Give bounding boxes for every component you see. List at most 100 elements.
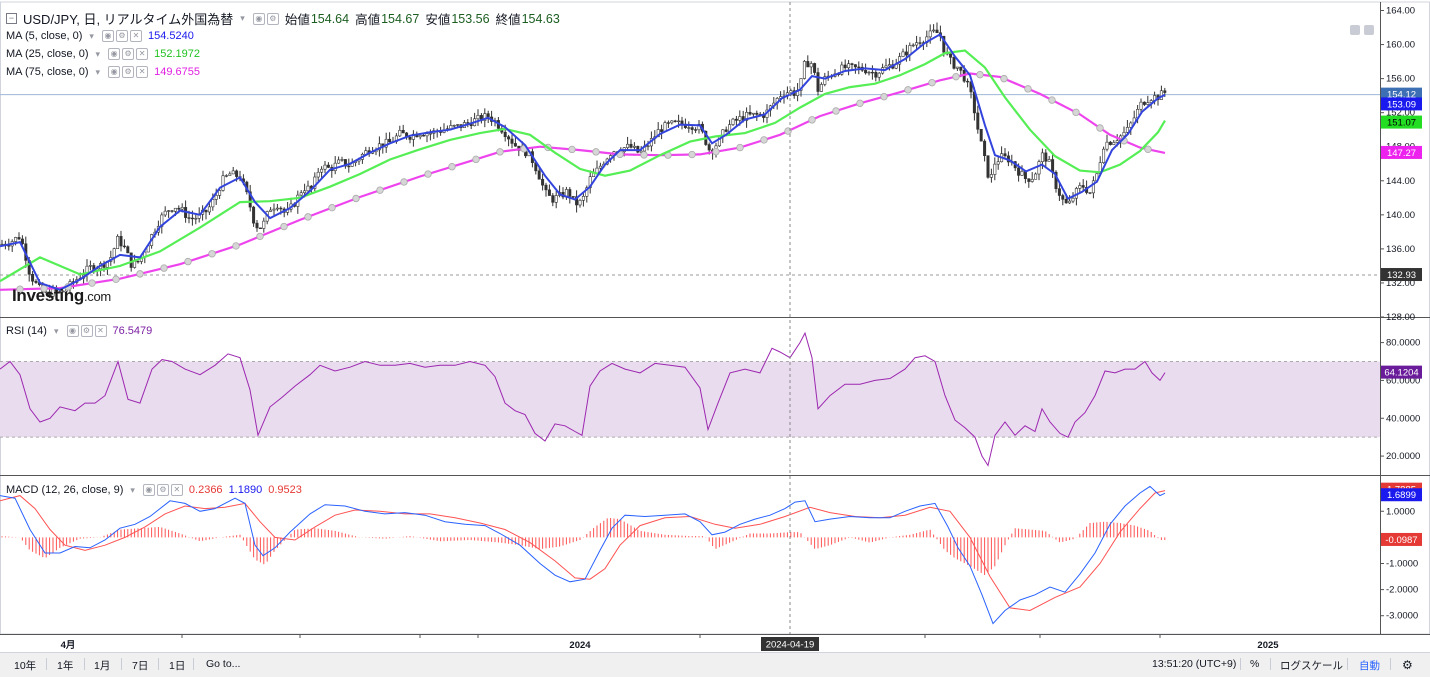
percent-toggle[interactable]: % [1250,658,1260,670]
chevron-down-icon[interactable]: ▾ [89,30,94,41]
candle-body [935,29,939,34]
gear-icon[interactable]: ⚙ [115,30,128,42]
candle-body [235,170,239,177]
legend-controls[interactable]: ◉ ⚙ ✕ [66,325,107,337]
ma75-marker [88,279,96,287]
ma75-marker [136,270,144,278]
macd-hist-badge-label: -0.0987 [1385,535,1417,546]
price-tick-label: 164.00 [1386,6,1415,17]
candle-body [507,136,511,140]
legend-controls[interactable]: ◉ ⚙ ✕ [142,484,183,496]
ma75-marker [1144,145,1152,153]
close-icon[interactable]: ✕ [94,325,107,337]
legend-controls[interactable]: ◉ ⚙ ✕ [108,48,149,60]
chevron-down-icon[interactable]: ▾ [95,66,101,77]
macd-label: MACD (12, 26, close, 9) [6,484,124,496]
ma75-marker [760,136,768,144]
eye-icon[interactable]: ◉ [66,325,79,337]
candle-body [466,122,470,124]
chevron-down-icon[interactable]: ▾ [130,484,135,495]
candle-body [966,80,970,83]
candle-body [1068,200,1072,204]
gear-icon[interactable]: ⚙ [122,48,135,60]
legend-controls[interactable]: ◉ ⚙ ✕ [101,30,142,42]
candle-body [180,207,184,210]
gear-icon[interactable]: ⚙ [80,325,93,337]
ma75-marker [1096,124,1104,132]
candle-body [585,187,589,197]
last-price-badge [1381,87,1422,101]
candle-body [840,64,844,75]
hline-badge-label: 132.93 [1387,270,1416,281]
eye-icon[interactable]: ◉ [101,30,114,42]
candle-body [1030,178,1034,182]
candle-body [163,210,167,216]
screenshot-icon[interactable] [1350,25,1360,35]
ma75-marker [376,186,384,194]
candle-body [187,217,191,219]
ma75-marker [832,107,840,115]
rsi-badge-label: 64.1204 [1384,368,1418,379]
eye-icon[interactable]: ◉ [252,12,265,25]
gear-icon[interactable]: ⚙ [266,12,279,25]
ma5-label: MA (5, close, 0) [6,30,83,42]
candle-body [738,116,742,121]
ma75-marker [112,275,120,284]
goto-button[interactable]: Go to... [206,658,241,670]
candle-body [1064,199,1068,204]
candle-body [299,192,303,196]
candle-body [867,71,871,74]
fullscreen-icon[interactable] [1364,25,1374,35]
chevron-down-icon[interactable]: ▾ [53,325,59,336]
legend-controls[interactable]: ◉ ⚙ [252,12,279,25]
bottom-toolbar: 10年 1年 1月 7日 1日 Go to... 13:51:20 (UTC+9… [0,652,1430,677]
symbol-title: USD/JPY, 日, リアルタイム外国為替 [23,12,234,27]
range-7d-button[interactable]: 7日 [132,660,149,672]
range-1y-button[interactable]: 1年 [57,660,74,672]
crosshair-date-label: 2024-04-19 [766,640,815,651]
rsi-band [0,361,1380,438]
candle-body [802,61,806,79]
range-10y-button[interactable]: 10年 [14,660,37,672]
range-1d-button[interactable]: 1日 [169,660,186,672]
candle-body [1112,142,1116,145]
chevron-down-icon[interactable]: ▾ [95,48,101,59]
eye-icon[interactable]: ◉ [108,66,121,78]
auto-scale-toggle[interactable]: 自動 [1359,660,1380,672]
price-tick-label: 136.00 [1386,244,1415,255]
range-1m-button[interactable]: 1月 [94,660,111,672]
eye-icon[interactable]: ◉ [142,484,155,496]
candle-body [887,64,891,67]
legend-controls[interactable]: ◉ ⚙ ✕ [108,66,149,78]
ma75-marker [160,264,168,272]
candle-body [789,90,793,94]
close-icon[interactable]: ✕ [170,484,183,496]
ma75-marker [256,232,264,241]
eye-icon[interactable]: ◉ [108,48,121,60]
candle-body [724,129,728,132]
close-icon[interactable]: ✕ [136,66,149,78]
price-tick-label: 140.00 [1386,210,1415,221]
gear-icon[interactable]: ⚙ [156,484,169,496]
settings-gear-icon[interactable]: ⚙ [1402,658,1413,672]
gear-icon[interactable]: ⚙ [122,66,135,78]
chart-canvas[interactable]: 128.00132.00136.00140.00144.00148.00152.… [0,0,1430,652]
candle-body [337,159,341,164]
macd-legend: MACD (12, 26, close, 9) ▾ ◉ ⚙ ✕ 0.2366 1.1… [6,484,302,496]
candle-body [949,53,953,58]
candle-body [136,260,140,263]
main-legend: − USD/JPY, 日, リアルタイム外国為替 ▾ ◉ ⚙ 始値 154.64 高… [6,9,560,28]
candle-body [755,112,759,115]
candle-body [88,265,92,267]
candle-body [687,127,691,129]
close-icon[interactable]: ✕ [136,48,149,60]
ma5-badge [1381,97,1422,111]
ma25-badge-label: 151.07 [1387,118,1416,129]
close-icon[interactable]: ✕ [129,30,142,42]
chevron-down-icon[interactable]: ▾ [240,13,245,23]
candle-body [568,189,572,197]
candle-body [422,135,426,137]
collapse-icon[interactable]: − [6,13,17,24]
log-scale-toggle[interactable]: ログスケール [1280,660,1343,672]
candle-body [551,195,555,203]
